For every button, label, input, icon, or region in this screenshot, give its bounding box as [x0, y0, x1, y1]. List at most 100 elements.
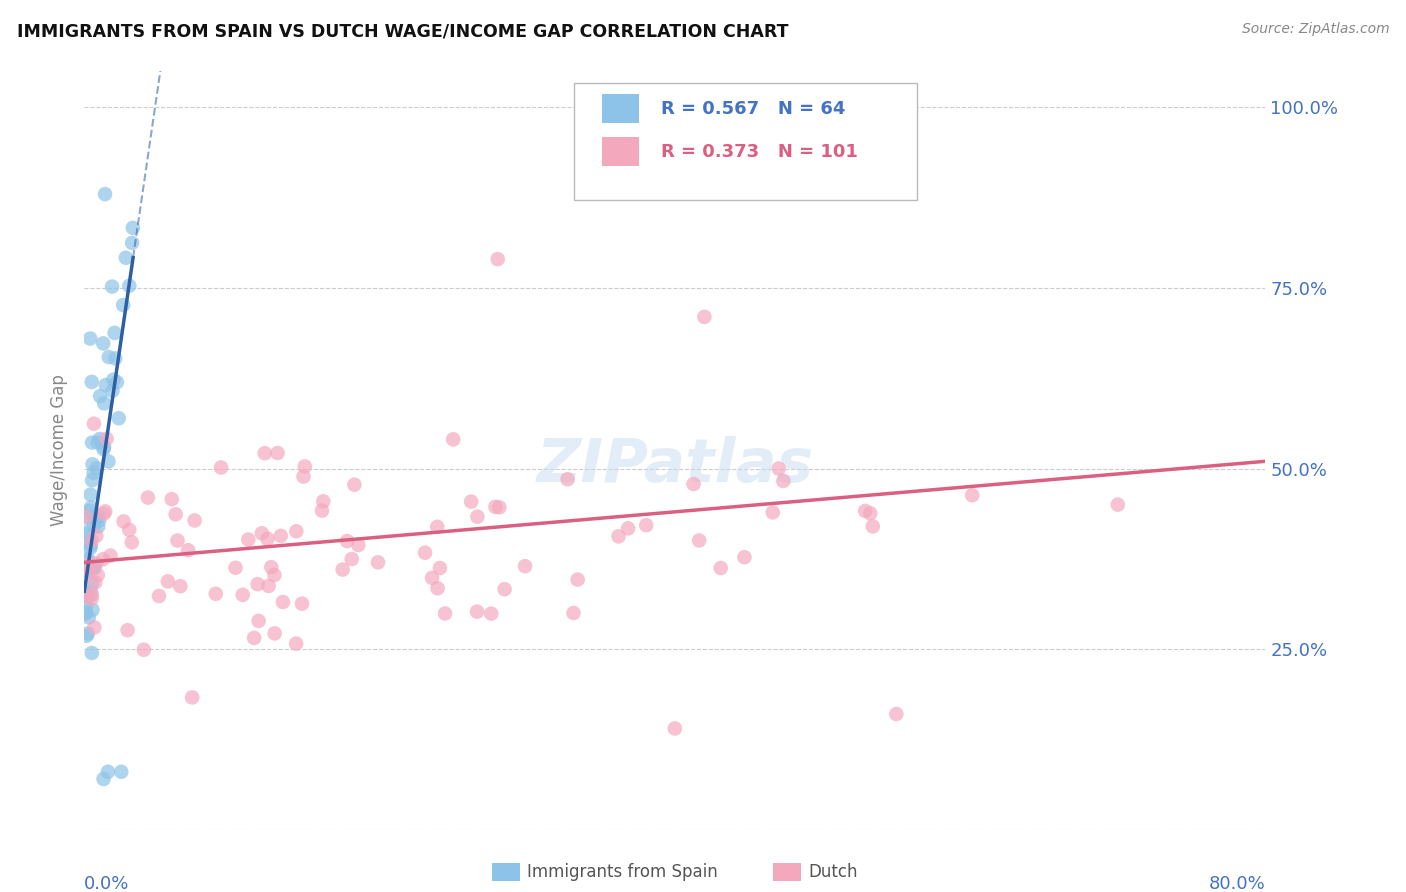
Point	[79, 332, 101, 346]
Point	[960, 488, 983, 502]
Bar	[602, 137, 640, 166]
Point	[238, 533, 260, 547]
Point	[75, 562, 97, 576]
Point	[75, 564, 97, 578]
Point	[94, 504, 117, 518]
Point	[87, 519, 110, 533]
Point	[165, 508, 187, 522]
Point	[76, 626, 98, 640]
Point	[118, 278, 141, 293]
Point	[93, 396, 115, 410]
Point	[181, 690, 204, 705]
Point	[479, 607, 502, 621]
Point	[169, 579, 191, 593]
Point	[91, 552, 114, 566]
Point	[77, 590, 100, 604]
Point	[250, 526, 273, 541]
Point	[87, 509, 110, 524]
Point	[312, 494, 335, 508]
Point	[93, 772, 115, 786]
Point	[83, 620, 105, 634]
Point	[232, 588, 254, 602]
Point	[263, 568, 285, 582]
Point	[257, 579, 280, 593]
Point	[112, 298, 135, 312]
Point	[367, 555, 389, 569]
Point	[79, 584, 101, 599]
Point	[853, 504, 876, 518]
Point	[682, 477, 704, 491]
Point	[664, 722, 686, 736]
Point	[79, 539, 101, 553]
Point	[136, 491, 159, 505]
Point	[75, 509, 97, 524]
Point	[75, 607, 97, 621]
Point	[77, 610, 100, 624]
Point	[132, 642, 155, 657]
Point	[83, 509, 105, 524]
Point	[225, 561, 247, 575]
Point	[733, 550, 755, 565]
Point	[562, 606, 585, 620]
Point	[292, 469, 315, 483]
Text: Immigrants from Spain: Immigrants from Spain	[527, 863, 718, 881]
Point	[693, 310, 716, 324]
Point	[75, 605, 97, 619]
Point	[101, 279, 124, 293]
Point	[84, 575, 107, 590]
Point	[266, 446, 288, 460]
Point	[75, 535, 97, 549]
Point	[513, 559, 536, 574]
Point	[617, 521, 640, 535]
Point	[429, 561, 451, 575]
Point	[94, 187, 117, 202]
Point	[441, 433, 464, 447]
Point	[460, 494, 482, 508]
Text: R = 0.373   N = 101: R = 0.373 N = 101	[661, 143, 858, 161]
Point	[83, 466, 105, 480]
Point	[148, 589, 170, 603]
Text: ZIPatlas: ZIPatlas	[536, 436, 814, 495]
Point	[343, 477, 366, 491]
Point	[247, 614, 270, 628]
Point	[270, 529, 292, 543]
Point	[82, 458, 104, 472]
Point	[260, 560, 283, 574]
Point	[256, 532, 278, 546]
Text: Source: ZipAtlas.com: Source: ZipAtlas.com	[1241, 22, 1389, 37]
Point	[121, 235, 143, 250]
Point	[103, 373, 125, 387]
Point	[121, 535, 143, 549]
Point	[772, 474, 794, 488]
Point	[86, 529, 108, 543]
Point	[494, 582, 516, 597]
Point	[80, 435, 103, 450]
Point	[79, 487, 101, 501]
Text: Dutch: Dutch	[808, 863, 858, 881]
Point	[97, 764, 120, 779]
Point	[567, 573, 589, 587]
Point	[89, 432, 111, 446]
Point	[77, 557, 100, 571]
Point	[465, 605, 488, 619]
Point	[75, 599, 97, 613]
Point	[688, 533, 710, 548]
Point	[768, 461, 790, 475]
Point	[97, 350, 120, 364]
Point	[209, 460, 232, 475]
Point	[486, 252, 509, 266]
Point	[75, 525, 97, 540]
Point	[183, 514, 205, 528]
Point	[311, 503, 333, 517]
Point	[103, 326, 125, 340]
Point	[114, 251, 136, 265]
Point	[263, 626, 285, 640]
Point	[80, 577, 103, 591]
Point	[488, 500, 510, 515]
Point	[484, 500, 506, 514]
Point	[420, 571, 443, 585]
Point	[607, 529, 630, 543]
Point	[93, 442, 115, 457]
Point	[100, 549, 122, 563]
Point	[166, 533, 188, 548]
